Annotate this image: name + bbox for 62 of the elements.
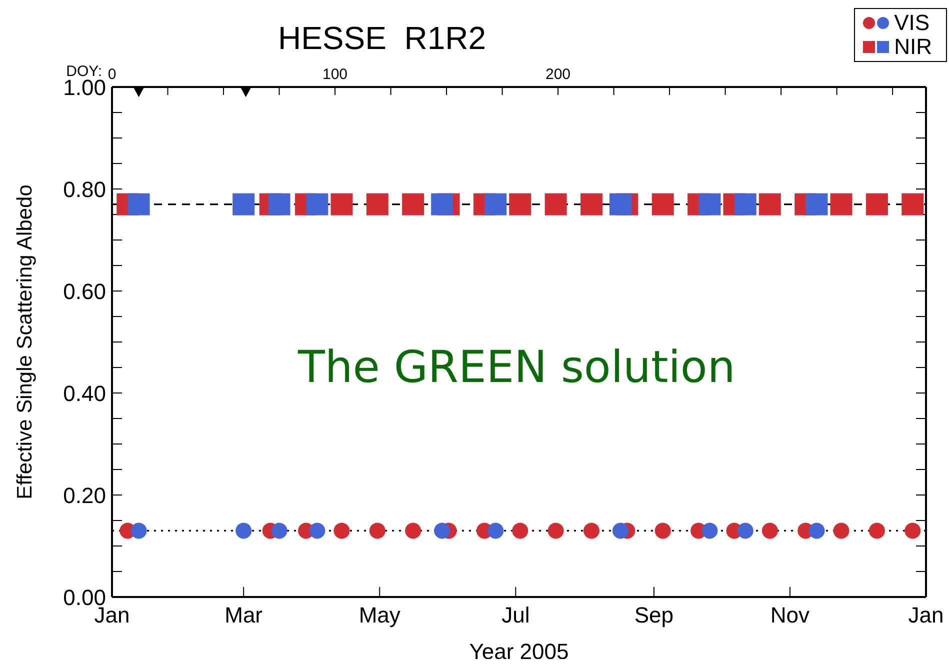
point bbox=[434, 522, 450, 539]
point bbox=[334, 522, 350, 539]
x-axis-title: Year 2005 bbox=[469, 639, 569, 664]
point bbox=[330, 193, 353, 216]
legend-label: NIR bbox=[894, 34, 932, 59]
point bbox=[484, 193, 507, 216]
point bbox=[698, 193, 721, 216]
x-tick-label: Sep bbox=[634, 602, 674, 628]
point bbox=[758, 193, 781, 216]
point bbox=[583, 522, 600, 539]
point bbox=[544, 193, 567, 216]
point bbox=[868, 522, 885, 539]
point bbox=[548, 522, 564, 539]
chart-title: HESSE R1R2 bbox=[276, 20, 488, 57]
point bbox=[609, 193, 632, 216]
point bbox=[808, 522, 825, 539]
point bbox=[702, 522, 718, 539]
point bbox=[366, 193, 388, 216]
y-tick-label: 0.80 bbox=[63, 176, 106, 202]
point bbox=[580, 193, 602, 216]
y-tick-label: 0.20 bbox=[63, 482, 106, 508]
y-axis-title: Effective Single Scattering Albedo bbox=[14, 184, 37, 500]
point bbox=[902, 193, 924, 216]
point bbox=[405, 522, 422, 539]
point bbox=[488, 522, 504, 539]
point bbox=[402, 193, 424, 216]
x-tick-label: Nov bbox=[770, 602, 810, 628]
point bbox=[806, 193, 828, 216]
point bbox=[734, 193, 756, 216]
y-tick-label: 0.40 bbox=[63, 380, 106, 406]
x-tick-label: May bbox=[358, 602, 400, 628]
point bbox=[232, 193, 255, 216]
point bbox=[904, 522, 921, 539]
point bbox=[268, 193, 290, 216]
point bbox=[509, 193, 532, 216]
point bbox=[130, 522, 147, 539]
point bbox=[369, 522, 386, 539]
point bbox=[236, 522, 252, 539]
annotation: The GREEN solution bbox=[298, 342, 736, 393]
point bbox=[309, 522, 326, 539]
y-tick-label: 0.60 bbox=[63, 278, 106, 304]
x2-tick-label: 100 bbox=[322, 66, 348, 83]
point bbox=[833, 522, 850, 539]
point bbox=[271, 522, 288, 539]
x2-tick-label: 200 bbox=[546, 66, 571, 83]
x-tick-label: Jul bbox=[502, 602, 530, 628]
point bbox=[737, 522, 754, 539]
point bbox=[762, 522, 778, 539]
point bbox=[306, 193, 328, 216]
point bbox=[512, 522, 528, 539]
x2-tick-label: 0 bbox=[108, 66, 116, 83]
x-tick-label: Jan bbox=[908, 602, 944, 628]
point bbox=[652, 193, 674, 216]
point bbox=[612, 522, 628, 539]
point bbox=[654, 522, 671, 539]
x-tick-label: Mar bbox=[224, 602, 263, 628]
point bbox=[128, 193, 150, 216]
point bbox=[830, 193, 852, 216]
point bbox=[431, 193, 454, 216]
legend-label: VIS bbox=[894, 10, 930, 35]
point bbox=[866, 193, 888, 216]
x2-axis-title: DOY: bbox=[66, 63, 102, 80]
